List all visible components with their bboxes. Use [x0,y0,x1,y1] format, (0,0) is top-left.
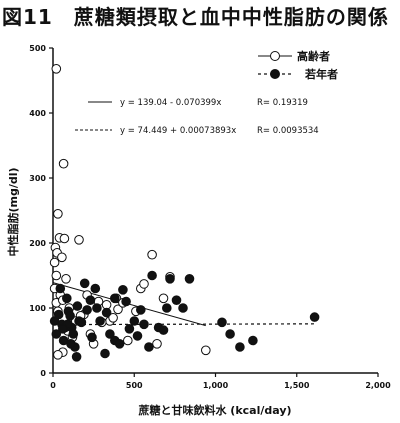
data-point-young [162,303,172,313]
data-point-young [132,331,143,341]
legend-marker-elderly [270,51,280,61]
data-point-elderly [147,249,157,260]
data-point-young [85,295,96,306]
data-point-elderly [53,350,63,360]
data-point-young [72,301,83,311]
x-tick-label: 0 [50,381,56,390]
legend: 高齢者 若年者 [258,49,338,81]
data-point-young [225,329,235,339]
data-point-elderly [74,235,84,245]
data-point-elderly [201,345,211,356]
data-point-elderly [113,304,123,315]
data-point-young [309,312,320,322]
data-point-young [62,293,72,304]
x-axis-title: 蔗糖と甘味飲料水 (kcal/day) [137,403,291,417]
x-tick-label: 1,000 [203,381,229,390]
data-point-young [76,317,87,328]
data-point-young [114,339,125,349]
data-point-young [147,270,157,281]
data-point-young [178,303,188,313]
data-point-young [110,293,120,304]
data-point-young [68,329,79,339]
data-point-young [95,316,105,326]
data-point-young [124,324,135,334]
equation-elderly: y = 139.04 - 0.070399x [120,98,221,108]
data-point-elderly [139,279,149,289]
x-tick-label: 1,500 [284,381,310,390]
legend-marker-young [270,69,280,79]
y-axis-title: 中性脂肪(mg/dl) [6,167,20,256]
y-tick-label: 400 [29,109,46,118]
data-point-young [53,309,64,320]
data-point-young [144,342,154,352]
x-tick-label: 2,000 [365,381,391,390]
data-point-elderly [123,335,133,346]
data-point-young [235,342,245,352]
axis-ticks: 0 100 200 300 400 500 0 500 1,000 1,500 2,000 [29,44,391,390]
r-value-young: R= 0.0093534 [257,126,319,136]
y-tick-label: 300 [29,174,46,183]
data-point-young [121,296,131,307]
data-point-elderly [58,158,69,169]
data-point-young [101,307,112,318]
data-point-young [92,303,102,313]
r-value-elderly: R= 0.19319 [257,98,308,108]
regression-annotations: y = 139.04 - 0.070399x R= 0.19319 y = 74… [75,98,319,136]
data-point-young [100,348,110,359]
data-point-young [90,283,101,294]
data-point-young [66,339,76,349]
data-point-young [58,324,68,334]
data-point-elderly [152,339,162,349]
legend-label-elderly: 高齢者 [297,49,330,63]
y-tick-label: 100 [29,304,46,313]
data-point-young [136,305,146,315]
data-points [49,64,320,362]
data-point-elderly [108,313,118,323]
data-point-young [79,278,90,289]
data-point-elderly [51,270,62,281]
data-point-young [184,274,195,284]
x-tick-label: 500 [126,381,143,390]
data-point-young [105,329,115,339]
data-point-young [82,305,92,315]
data-point-young [248,335,258,346]
data-point-elderly [57,252,67,263]
data-point-young [217,317,227,328]
y-tick-label: 200 [29,239,46,248]
data-point-young [171,295,182,306]
figure-title: 図11 蔗糖類摂取と血中中性脂肪の関係 [2,5,389,29]
data-point-young [87,332,97,343]
data-point-young [129,316,140,326]
data-point-elderly [53,209,63,219]
data-point-young [158,325,169,335]
data-point-young [165,274,175,284]
data-point-young [71,352,82,362]
data-point-young [65,311,75,321]
data-point-young [51,329,62,339]
equation-young: y = 74.449 + 0.00073893x [120,126,236,136]
data-point-elderly [158,293,169,304]
y-tick-label: 0 [40,369,46,378]
data-point-young [55,283,66,294]
data-point-young [139,319,149,330]
data-point-elderly [51,64,62,74]
legend-label-young: 若年者 [305,67,338,81]
y-tick-label: 500 [29,44,46,53]
data-point-elderly [59,233,70,244]
regression-line-young [52,323,315,326]
data-point-elderly [61,274,71,284]
data-point-elderly [49,257,60,268]
data-point-young [118,285,128,295]
